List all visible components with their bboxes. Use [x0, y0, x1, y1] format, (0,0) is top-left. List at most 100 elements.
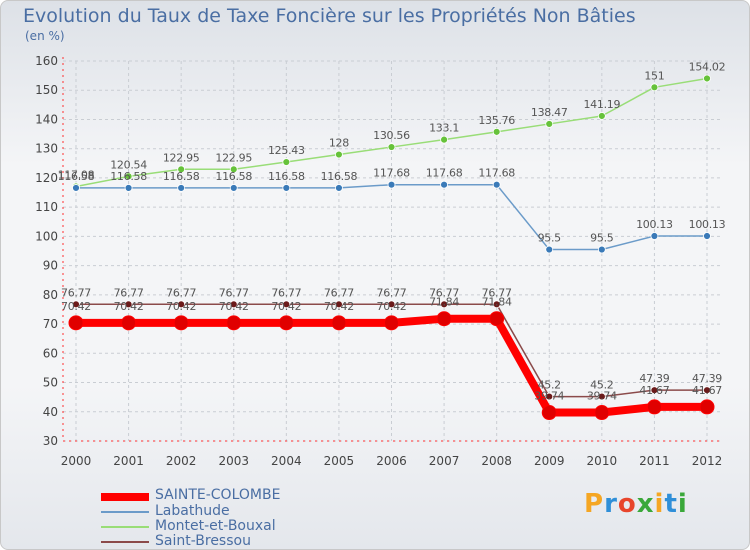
data-point	[440, 180, 448, 189]
data-label: 122.95	[163, 151, 200, 164]
data-point	[436, 311, 452, 327]
data-point	[703, 386, 711, 395]
data-point	[229, 300, 238, 309]
data-label: 120.54	[110, 158, 147, 171]
data-point	[72, 184, 80, 192]
data-point	[335, 300, 343, 309]
data-point	[121, 315, 137, 331]
legend-label: Labathude	[155, 503, 230, 519]
y-tick-label: 50	[43, 376, 58, 390]
data-label: 76.77	[377, 286, 407, 299]
data-point	[699, 399, 715, 415]
data-label: 76.77	[324, 286, 354, 299]
y-tick-label: 40	[43, 405, 58, 419]
logo-letter: i	[677, 489, 688, 519]
data-point	[177, 165, 186, 174]
data-point	[68, 315, 84, 331]
legend-swatch	[101, 511, 149, 513]
data-point	[597, 245, 606, 254]
chart-title: Evolution du Taux de Taxe Foncière sur l…	[23, 5, 636, 27]
legend-swatch	[101, 526, 149, 528]
y-tick-label: 160	[35, 54, 58, 68]
data-label: 116.58	[58, 170, 95, 183]
data-label: 141.19	[583, 98, 620, 111]
data-point	[335, 150, 343, 159]
legend-swatch	[101, 493, 149, 501]
data-point	[335, 184, 343, 192]
y-tick-label: 30	[43, 434, 58, 448]
data-label: 125.43	[268, 144, 305, 157]
logo-letter: P	[584, 489, 605, 519]
x-tick-label: 2010	[587, 454, 618, 468]
data-label: 41.67	[692, 384, 722, 397]
y-tick-label: 60	[43, 346, 58, 360]
data-label: 116.58	[321, 170, 358, 183]
data-point	[384, 315, 399, 331]
data-point	[387, 300, 396, 309]
x-tick-label: 2006	[376, 454, 407, 468]
data-point	[440, 300, 448, 309]
data-point	[440, 135, 448, 144]
data-labels: 117.08 120.54 122.95 122.95 125.43 128 130.56 1…	[58, 60, 726, 402]
data-label: 76.77	[61, 286, 91, 299]
data-point	[72, 300, 80, 309]
data-label: 116.58	[268, 170, 305, 183]
data-label: 76.77	[271, 286, 301, 299]
data-label: 76.77	[166, 286, 196, 299]
x-tick-label: 2003	[218, 454, 249, 468]
data-point	[541, 405, 557, 421]
data-label: 154.02	[689, 60, 726, 73]
legend-swatch	[101, 541, 149, 543]
y-tick-label: 70	[43, 317, 58, 331]
data-label: 47.39	[639, 372, 669, 385]
x-tick-label: 2007	[429, 454, 460, 468]
data-label: 70.42	[61, 300, 91, 313]
data-label: 95.5	[590, 232, 614, 245]
data-label: 117.08	[58, 168, 95, 181]
data-point	[703, 232, 711, 240]
data-label: 133.1	[429, 122, 459, 135]
data-point	[492, 180, 501, 189]
logo-letter: o	[617, 489, 637, 519]
data-label: 47.39	[692, 372, 722, 385]
data-point	[124, 172, 133, 181]
data-label: 70.42	[377, 300, 407, 313]
data-point	[173, 315, 189, 331]
data-label: 135.76	[478, 114, 515, 127]
legend-item-saint-bressou: Saint-Bressou	[101, 533, 421, 549]
data-point	[229, 184, 238, 192]
x-tick-label: 2004	[271, 454, 302, 468]
data-point	[545, 392, 554, 401]
legend-label: Saint-Bressou	[155, 533, 251, 549]
data-point	[492, 300, 501, 309]
legend-item-montet-et-bouxal: Montet-et-Bouxal	[101, 518, 421, 535]
y-tick-label: 90	[43, 259, 58, 273]
data-label: 76.77	[219, 286, 249, 299]
legend-item-sainte-colombe: SAINTE-COLOMBE	[101, 487, 421, 504]
data-label: 116.58	[163, 170, 200, 183]
series-points	[68, 74, 715, 421]
data-point	[177, 300, 186, 309]
data-label: 116.58	[215, 170, 252, 183]
legend-item-labathude: Labathude	[101, 503, 421, 520]
data-point	[492, 127, 501, 136]
data-label: 117.68	[478, 167, 515, 180]
data-label: 39.74	[534, 390, 564, 403]
logo-letter: x	[636, 489, 655, 519]
data-label: 70.42	[219, 300, 249, 313]
y-axis-unit: (en %)	[25, 29, 65, 43]
data-point	[282, 158, 291, 166]
legend-label: SAINTE-COLOMBE	[155, 487, 281, 503]
logo-letter: t	[664, 489, 678, 519]
y-tick-label: 120	[35, 171, 58, 185]
data-point	[229, 165, 238, 174]
data-label: 138.47	[531, 106, 568, 119]
data-point	[387, 180, 396, 189]
x-tick-label: 2009	[534, 454, 565, 468]
data-label: 45.2	[590, 379, 613, 392]
data-label: 70.42	[114, 300, 144, 313]
y-tick-label: 80	[43, 288, 58, 302]
data-point	[177, 184, 186, 192]
